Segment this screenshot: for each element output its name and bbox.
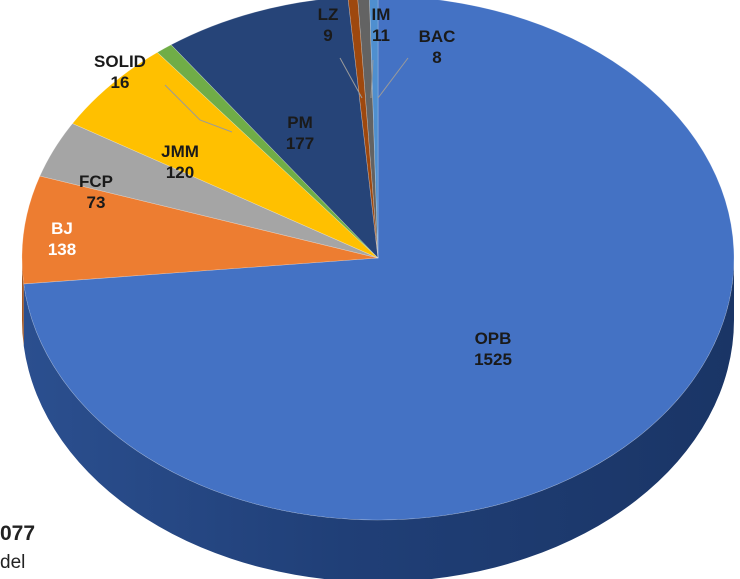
leader-line-bac (377, 57, 409, 99)
pie-slice-im (357, 0, 379, 259)
data-label-name-bac: BAC (419, 27, 456, 46)
data-label-value-jmm: 120 (166, 163, 194, 182)
pie-slice-bac (369, 0, 379, 259)
data-label-value-im: 11 (372, 26, 390, 45)
leader-line-im (370, 59, 374, 99)
data-label-name-im: IM (372, 5, 391, 24)
data-label-value-fcp: 73 (87, 193, 106, 212)
pie-slice-bj (21, 175, 379, 285)
data-label-value-pm: 177 (286, 134, 314, 153)
pie-side-opb (23, 258, 734, 579)
data-label-value-lz: 9 (323, 26, 332, 45)
data-label-name-jmm: JMM (161, 142, 199, 161)
pie-slice-fcp (39, 123, 379, 259)
data-label-value-solid: 16 (111, 73, 130, 92)
partial-word-text: del (0, 552, 26, 573)
data-label-value-bj: 138 (48, 240, 76, 259)
pie-slice-jmm (72, 52, 379, 259)
pie-slice-pm (170, 0, 379, 259)
data-label-value-bac: 8 (432, 48, 441, 67)
leader-line-solid (164, 84, 233, 133)
pie-slice-lz (347, 0, 379, 259)
data-label-name-fcp: FCP (79, 172, 113, 191)
pie-slice-solid (156, 44, 379, 259)
data-label-value-opb: 1525 (474, 350, 512, 369)
data-label-name-solid: SOLID (94, 52, 146, 71)
data-label-name-opb: OPB (475, 329, 512, 348)
pie-slice-opb (23, 0, 735, 521)
data-label-name-lz: LZ (318, 5, 339, 24)
pie-side-bj (22, 258, 24, 346)
partial-number-text: 077 (0, 522, 36, 545)
data-label-name-bj: BJ (51, 219, 73, 238)
data-label-name-pm: PM (287, 113, 313, 132)
leader-line-lz (339, 57, 363, 99)
